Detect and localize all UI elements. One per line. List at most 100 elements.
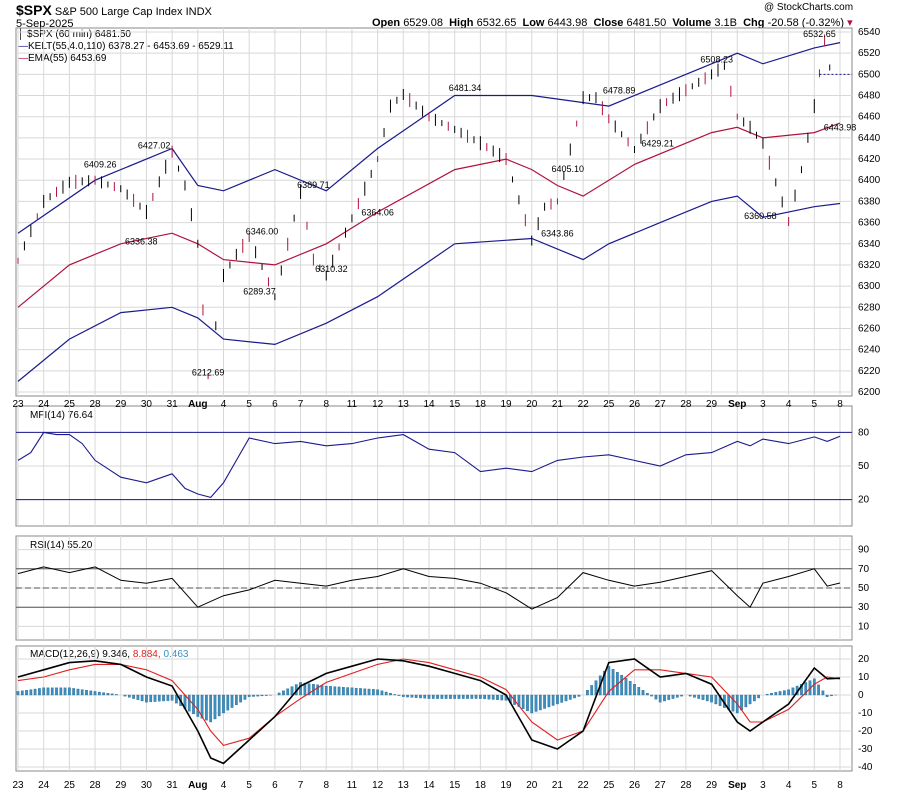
macd-histogram-bar (132, 694, 135, 699)
x-tick-label: 14 (423, 399, 435, 410)
macd-histogram-bar (299, 682, 302, 696)
macd-histogram-bar (85, 690, 88, 696)
macd-histogram-bar (663, 694, 666, 702)
x-tick-label: 21 (552, 399, 564, 410)
macd-histogram-bar (354, 687, 358, 696)
macd-histogram-bar (517, 694, 521, 707)
macd-histogram-bar (166, 694, 170, 701)
y-tick-label: 6280 (858, 302, 881, 313)
macd-histogram-bar (778, 691, 782, 696)
macd-histogram-bar (38, 688, 41, 696)
y-tick-label: 20 (858, 654, 870, 665)
x-tick-label: 26 (629, 780, 641, 791)
price-annotation: 6429.21 (641, 138, 674, 148)
price-annotation: 6346.00 (246, 226, 279, 236)
macd-histogram-bar (526, 694, 529, 712)
x-tick-label: 14 (423, 780, 435, 791)
y-tick-label: 6200 (858, 387, 881, 398)
macd-histogram-bar (423, 694, 427, 699)
x-tick-label: 8 (837, 399, 843, 410)
macd-histogram-bar (753, 694, 756, 702)
down-arrow-icon: ▾ (847, 17, 853, 29)
macd-histogram-bar (680, 694, 683, 697)
close-value: 6481.50 (626, 17, 667, 29)
macd-histogram-bar (80, 689, 84, 696)
price-annotation: 6360.58 (744, 211, 777, 221)
macd-histogram-bar (667, 694, 671, 700)
macd-histogram-bar (226, 694, 230, 711)
y-tick-label: 6300 (858, 281, 881, 292)
macd-histogram-bar (637, 687, 641, 696)
macd-histogram-bar (102, 692, 105, 696)
macd-histogram-bar (466, 694, 469, 699)
x-tick-label: 20 (526, 780, 538, 791)
macd-histogram-bar (675, 694, 679, 698)
macd-histogram-bar (534, 694, 538, 712)
macd-histogram-bar (697, 694, 701, 699)
macd-histogram-bar (217, 694, 221, 717)
macd-histogram-bar (650, 694, 653, 697)
macd-histogram-bar (55, 687, 58, 696)
open-value: 6529.08 (403, 17, 443, 29)
macd-histogram-bar (705, 694, 709, 702)
x-tick-label: 4 (786, 780, 792, 791)
x-tick-label: 30 (141, 780, 153, 791)
macd-histogram-bar (380, 690, 384, 696)
kelt-lower-line (17, 195, 841, 382)
x-tick-label: 8 (323, 399, 329, 410)
x-tick-label: 19 (501, 780, 513, 791)
macd-histogram-bar (620, 675, 624, 696)
price-annotation: 6310.32 (315, 264, 348, 274)
macd-histogram-bar (320, 685, 324, 696)
x-tick-label: 29 (706, 399, 718, 410)
macd-histogram-bar (72, 688, 76, 696)
macd-histogram-bar (303, 682, 307, 696)
x-tick-label: 4 (221, 399, 227, 410)
macd-signal-line (17, 658, 841, 747)
macd-histogram-bar (20, 690, 24, 696)
macd-histogram-bar (804, 682, 808, 696)
macd-histogram-bar (654, 694, 658, 700)
price-annotation: 6478.89 (603, 86, 636, 96)
macd-histogram-bar (93, 691, 97, 696)
x-tick-label: 30 (141, 399, 153, 410)
macd-histogram-bar (329, 686, 332, 696)
macd-histogram-bar (286, 688, 290, 696)
macd-histogram-bar (573, 694, 576, 699)
macd-histogram-bar (406, 694, 409, 698)
macd-histogram-bar (89, 690, 93, 696)
x-tick-label: 13 (398, 780, 410, 791)
y-tick-label: 6220 (858, 366, 881, 377)
x-tick-label: 3 (760, 780, 766, 791)
macd-histogram-bar (491, 694, 495, 700)
y-tick-label: 10 (858, 621, 870, 632)
x-tick-label: 13 (398, 399, 410, 410)
macd-histogram-bar (560, 694, 564, 703)
macd-histogram-bar (16, 691, 20, 696)
x-tick-label: 25 (64, 399, 76, 410)
y-tick-label: 50 (858, 583, 870, 594)
x-tick-label: 25 (64, 780, 76, 791)
macd-histogram-bar (474, 694, 478, 699)
symbol-name: S&P 500 Large Cap Index (54, 6, 183, 18)
x-tick-label: Aug (188, 780, 207, 791)
macd-histogram-bar (577, 694, 581, 697)
y-tick-label: 20 (858, 495, 870, 506)
macd-histogram-bar (230, 694, 234, 708)
macd-histogram-bar (59, 687, 63, 696)
macd-histogram-bar (376, 689, 379, 696)
macd-histogram-bar (363, 688, 367, 696)
macd-histogram-bar (359, 688, 362, 696)
macd-histogram-bar (149, 694, 153, 703)
macd-histogram-bar (205, 694, 208, 721)
macd-histogram-bar (457, 694, 461, 699)
kelt-upper-line (17, 42, 841, 234)
macd-histogram-bar (222, 694, 225, 714)
y-tick-label: 30 (858, 602, 870, 613)
low-value: 6443.98 (547, 17, 588, 29)
x-tick-label: 5 (812, 399, 818, 410)
price-annotation: 6532.65 (803, 29, 836, 39)
macd-histogram-bar (33, 688, 37, 696)
macd-histogram-bar (389, 693, 392, 696)
macd-histogram-bar (213, 694, 217, 720)
